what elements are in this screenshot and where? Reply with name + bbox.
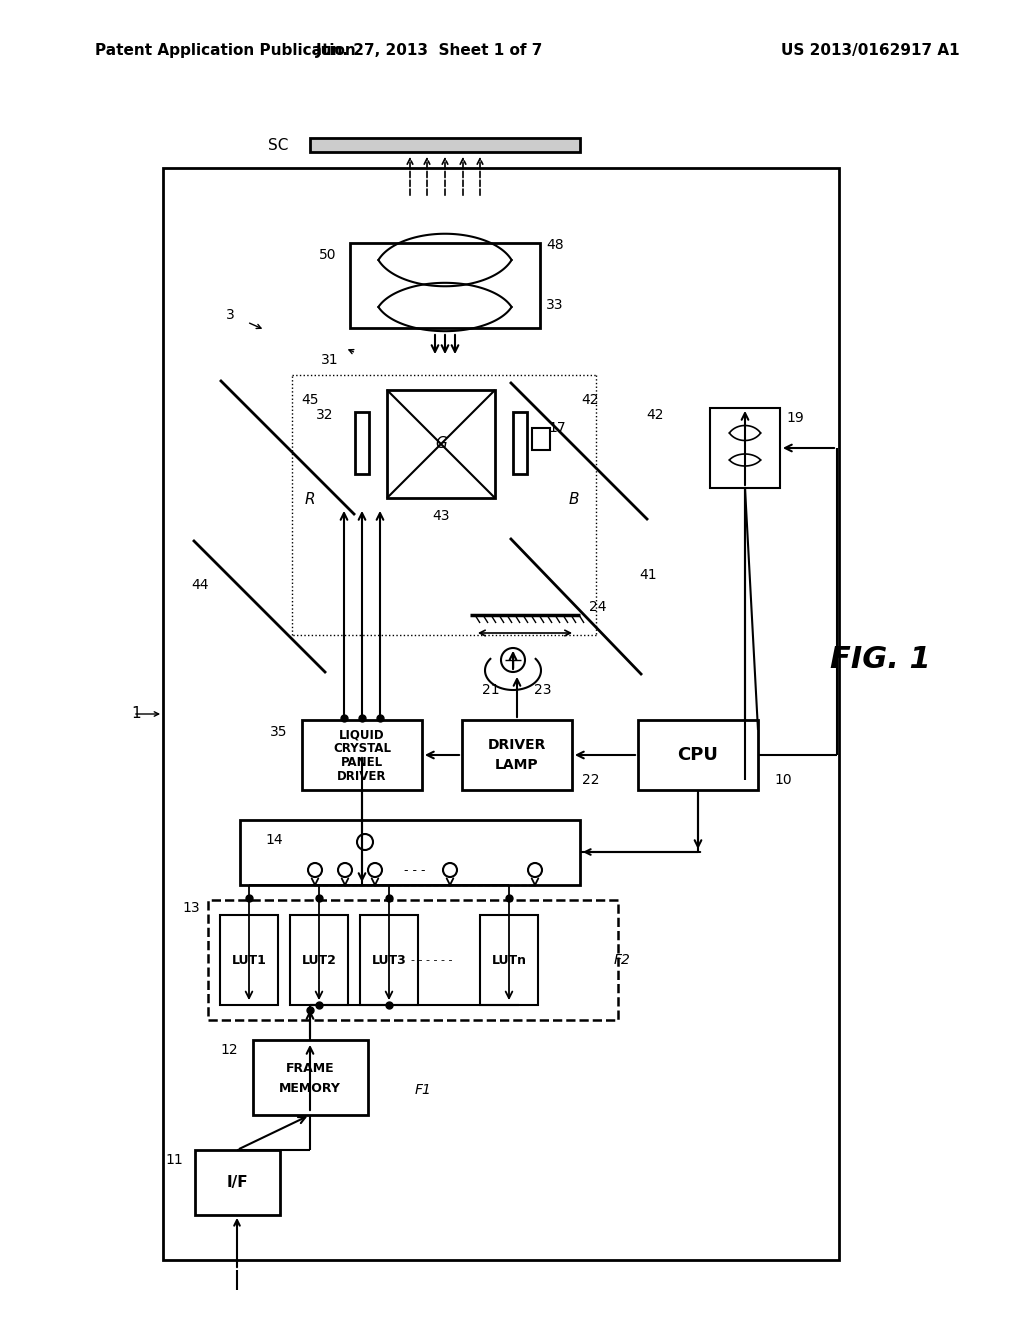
Text: 41: 41 <box>639 568 656 582</box>
Text: SC: SC <box>267 137 288 153</box>
Text: 23: 23 <box>535 682 552 697</box>
Text: LIQUID: LIQUID <box>339 729 385 742</box>
Text: DRIVER: DRIVER <box>337 771 387 784</box>
Bar <box>638 719 758 789</box>
Bar <box>360 915 418 1005</box>
Bar <box>290 915 348 1005</box>
Bar <box>710 408 780 488</box>
Text: 42: 42 <box>582 393 599 407</box>
Text: LUT1: LUT1 <box>231 953 266 966</box>
Text: 19: 19 <box>786 411 804 425</box>
Text: 42: 42 <box>646 408 664 422</box>
Text: 33: 33 <box>546 298 564 312</box>
Text: 50: 50 <box>319 248 337 261</box>
Text: R: R <box>305 492 315 507</box>
Bar <box>513 412 527 474</box>
Text: 21: 21 <box>482 682 500 697</box>
Text: 43: 43 <box>432 510 450 523</box>
Text: CPU: CPU <box>678 746 719 764</box>
Text: Patent Application Publication: Patent Application Publication <box>95 42 355 58</box>
Text: 14: 14 <box>265 833 283 847</box>
Text: 22: 22 <box>582 774 599 787</box>
Text: LUT2: LUT2 <box>301 953 337 966</box>
Text: 12: 12 <box>220 1043 238 1057</box>
Text: 13: 13 <box>182 902 200 915</box>
Text: LUTn: LUTn <box>492 953 526 966</box>
Text: LUT3: LUT3 <box>372 953 407 966</box>
Text: 45: 45 <box>301 393 318 407</box>
Text: 3: 3 <box>225 308 234 322</box>
Bar <box>195 1150 280 1214</box>
Bar <box>480 915 538 1005</box>
Bar <box>163 168 839 1261</box>
Text: 44: 44 <box>191 578 209 591</box>
Text: F1: F1 <box>415 1082 431 1097</box>
Text: B: B <box>568 492 580 507</box>
Bar <box>532 428 550 450</box>
Text: 1: 1 <box>131 706 141 722</box>
Text: 32: 32 <box>316 408 334 422</box>
Bar <box>220 915 278 1005</box>
Bar <box>310 139 580 152</box>
Bar <box>208 900 618 1020</box>
Text: PANEL: PANEL <box>341 756 383 770</box>
Bar <box>253 1040 368 1115</box>
Bar <box>462 719 572 789</box>
Text: 35: 35 <box>269 725 287 739</box>
Text: 31: 31 <box>322 352 339 367</box>
Text: FRAME: FRAME <box>286 1061 334 1074</box>
Bar <box>350 243 540 327</box>
Text: 24: 24 <box>589 601 607 614</box>
Text: 17: 17 <box>548 421 566 436</box>
Text: DRIVER: DRIVER <box>487 738 546 752</box>
Text: US 2013/0162917 A1: US 2013/0162917 A1 <box>780 42 959 58</box>
Text: G: G <box>435 437 446 451</box>
Text: LAMP: LAMP <box>496 758 539 772</box>
Text: CRYSTAL: CRYSTAL <box>333 742 391 755</box>
Bar <box>355 412 369 474</box>
Text: - - -: - - - <box>404 863 426 876</box>
Text: Jun. 27, 2013  Sheet 1 of 7: Jun. 27, 2013 Sheet 1 of 7 <box>316 42 544 58</box>
Text: I/F: I/F <box>226 1175 248 1189</box>
Text: - - - - - -: - - - - - - <box>412 954 453 965</box>
Bar <box>240 820 580 884</box>
Text: 10: 10 <box>774 774 792 787</box>
Bar <box>387 389 495 498</box>
Text: MEMORY: MEMORY <box>280 1081 341 1094</box>
Bar <box>302 719 422 789</box>
Text: 48: 48 <box>546 238 564 252</box>
Text: F2: F2 <box>613 953 631 968</box>
Text: 11: 11 <box>165 1152 183 1167</box>
Text: FIG. 1: FIG. 1 <box>829 645 931 675</box>
